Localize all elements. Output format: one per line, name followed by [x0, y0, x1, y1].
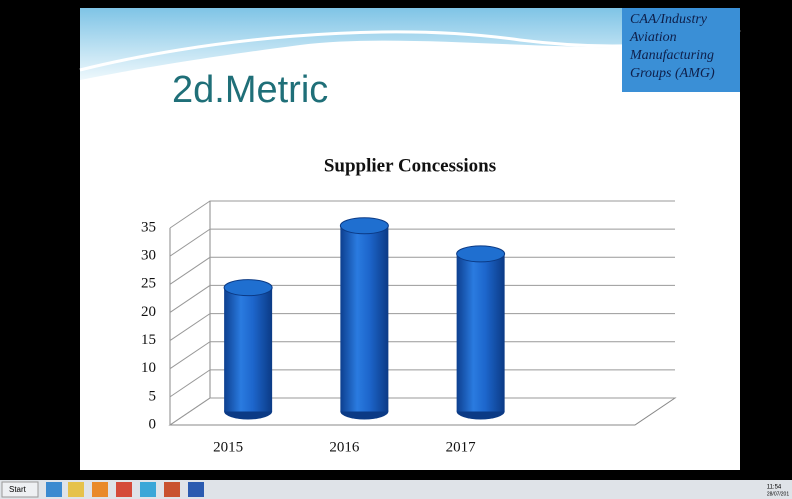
slide-title: 2d.Metric — [172, 69, 328, 111]
grid-line — [169, 228, 675, 257]
app-icon[interactable] — [140, 482, 156, 497]
date: 28/07/201 — [767, 491, 789, 497]
badge — [622, 8, 740, 92]
cylinder-top — [456, 245, 506, 263]
cylinder-top — [339, 217, 389, 235]
app-icon[interactable] — [68, 482, 84, 497]
y-tick-label: 15 — [141, 332, 156, 348]
badge-line: Aviation — [629, 30, 677, 45]
start-button[interactable] — [1, 481, 39, 498]
chart-title: Supplier Concessions — [324, 155, 496, 176]
grid-line — [169, 284, 675, 313]
y-tick-label: 30 — [141, 248, 156, 264]
y-tick-label: 10 — [141, 360, 156, 376]
grid-line — [169, 313, 675, 341]
x-tick-label: 2016 — [329, 439, 360, 455]
badge-line: Manufacturing — [629, 48, 714, 63]
app-icon[interactable] — [116, 482, 132, 497]
slide-wave — [80, 8, 740, 80]
y-tick-label: 25 — [141, 276, 156, 292]
app-icon[interactable] — [164, 482, 180, 497]
app-icon[interactable] — [188, 482, 204, 497]
y-tick-label: 20 — [141, 304, 156, 320]
cylinder-top — [223, 279, 273, 297]
x-tick-label: 2015 — [213, 439, 243, 455]
grid-line — [169, 397, 675, 426]
app-icon[interactable] — [46, 482, 62, 497]
cylinder-body — [340, 225, 389, 412]
y-tick-label: 5 — [149, 388, 157, 404]
app-icon[interactable] — [92, 482, 108, 497]
start-label: Start — [9, 485, 27, 494]
cylinder-body — [456, 253, 505, 412]
grid-line — [169, 256, 675, 285]
y-tick-label: 0 — [149, 416, 157, 432]
grid-line — [169, 200, 675, 229]
badge-line: CAA/Industry — [630, 12, 708, 27]
clock: 11:54 — [767, 485, 782, 491]
cylinder-body — [224, 287, 273, 412]
y-tick-label: 35 — [141, 219, 156, 235]
badge-line: Groups (AMG) — [630, 66, 715, 81]
x-tick-label: 2017 — [446, 439, 477, 455]
grid-line — [169, 369, 675, 398]
grid-line — [169, 341, 675, 370]
